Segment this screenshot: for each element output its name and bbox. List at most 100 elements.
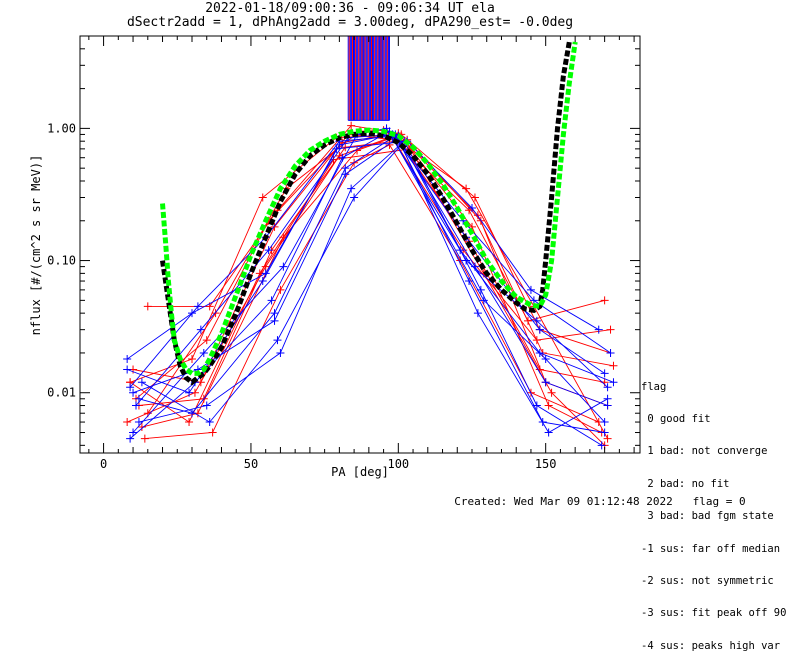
x-tick-label: 150 — [535, 457, 557, 471]
spectrum-point-13-7 — [606, 348, 615, 357]
spectrum-line-16 — [127, 140, 599, 394]
spectrum-point-12-2 — [276, 348, 285, 357]
spectrum-point-18-7 — [600, 418, 609, 427]
spectrum-point-5-2 — [270, 222, 279, 231]
spectrum-line-8 — [147, 129, 608, 439]
spectrum-point-18-3 — [341, 164, 350, 173]
spectrum-point-12-7 — [597, 441, 606, 450]
spectrum-point-16-1 — [185, 388, 194, 397]
spectrum-line-12 — [138, 140, 602, 446]
plot-frame — [79, 35, 641, 454]
spectrum-point-19-5 — [462, 256, 471, 265]
flag-legend-item: 1 bad: not converge — [641, 445, 768, 458]
spectrum-point-12-0 — [134, 418, 143, 427]
spectrum-point-14-5 — [465, 277, 474, 286]
x-tick-label: 100 — [387, 457, 409, 471]
spectrum-point-6-1 — [202, 336, 211, 345]
spectrum-point-0-0 — [143, 302, 152, 311]
fit-curve-1 — [160, 41, 578, 376]
spectrum-point-7-0 — [137, 423, 146, 432]
spectrum-point-1-1 — [188, 354, 196, 363]
spectrum-point-10-6 — [535, 325, 544, 334]
spectrum-point-17-1 — [199, 348, 208, 357]
spectrum-point-19-1 — [193, 302, 202, 311]
spectrum-point-9-1 — [185, 418, 194, 427]
spectrum-point-17-2 — [279, 262, 288, 271]
spectrum-point-1-2 — [258, 193, 267, 202]
spectrum-point-13-0 — [126, 434, 135, 443]
x-axis: 0 50 100 150 — [88, 36, 635, 471]
spectrum-point-14-2 — [264, 246, 273, 255]
x-axis-label: PA [deg] — [331, 465, 389, 479]
flag-legend-item: -2 sus: not symmetric — [641, 574, 774, 587]
spectrum-point-0-3 — [347, 121, 356, 130]
spectrum-line-0 — [147, 125, 605, 322]
footer: Created: Wed Mar 09 01:12:48 2022 flag =… — [441, 482, 746, 508]
spectrum-point-18-1 — [188, 409, 196, 418]
x-tick-label: 0 — [100, 457, 107, 471]
spectrum-point-3-0 — [123, 418, 132, 427]
spectrum-point-5-5 — [473, 211, 482, 220]
spectrum-point-6-6 — [544, 401, 553, 410]
flag-value: flag = 0 — [692, 495, 746, 508]
spectrum-point-11-6 — [541, 378, 550, 387]
created-timestamp: Created: Wed Mar 09 01:12:48 2022 — [454, 495, 673, 508]
y-axis-label: nflux [#/(cm^2 s sr MeV)] — [29, 155, 43, 336]
spectrum-point-16-2 — [258, 277, 267, 286]
spectrum-line-4 — [144, 144, 599, 440]
chart-title: 2022-01-18/09:00:36 - 09:06:34 UT ela — [205, 1, 495, 16]
spectrum-point-12-3 — [347, 184, 356, 193]
spectrum-point-16-5 — [468, 203, 476, 212]
flag-legend-item: -1 sus: far off median — [641, 542, 781, 555]
spectrum-point-8-7 — [603, 434, 612, 443]
spectrum-point-15-5 — [473, 309, 482, 318]
spectrum-point-15-0 — [137, 378, 146, 387]
flag-legend: flag 0 good fit 1 bad: not converge 2 ba… — [641, 360, 800, 662]
spectrum-line-5 — [133, 133, 614, 383]
spectrum-point-16-6 — [526, 285, 535, 294]
spectrum-line-13 — [129, 130, 611, 439]
spectrum-point-18-5 — [479, 296, 488, 305]
flag-legend-item: -4 sus: peaks high var — [641, 639, 781, 652]
spectrum-line-18 — [138, 137, 605, 423]
y-tick-label: 0.10 — [47, 254, 76, 268]
spectrum-line-3 — [127, 135, 605, 423]
spectrum-point-8-5 — [462, 184, 471, 193]
spectrum-point-4-1 — [208, 428, 217, 437]
spectrum-point-4-0 — [140, 434, 149, 443]
spectrum-point-5-7 — [609, 361, 618, 370]
flag-legend-title: flag — [641, 380, 667, 393]
spectrum-point-4-2 — [276, 285, 285, 294]
fit-layer — [160, 41, 578, 386]
flag-legend-item: 0 good fit — [641, 412, 711, 425]
spectrum-point-17-7 — [609, 378, 618, 387]
peak-bundle-layer — [347, 36, 390, 121]
spectrum-point-15-6 — [544, 428, 553, 437]
spectrum-point-16-7 — [594, 325, 603, 334]
spectrum-point-19-0 — [126, 383, 135, 392]
flag-legend-item: 2 bad: no fit — [641, 477, 730, 490]
spectrum-point-14-7 — [600, 428, 609, 437]
y-tick-label: 0.01 — [47, 386, 76, 400]
spectra-layer — [123, 121, 618, 450]
spectrum-point-11-0 — [129, 388, 138, 397]
spectrum-line-10 — [126, 133, 605, 374]
y-axis: 0.01 0.10 1.00 — [47, 35, 640, 446]
spectrum-point-15-7 — [603, 394, 612, 403]
spectrum-point-10-7 — [600, 369, 609, 378]
spectrum-point-19-7 — [603, 383, 612, 392]
spectrum-point-10-0 — [123, 354, 132, 363]
spectrum-point-11-7 — [603, 401, 612, 410]
spectrum-point-14-1 — [196, 325, 205, 334]
spectrum-point-15-2 — [273, 336, 282, 345]
spectrum-point-18-0 — [134, 394, 143, 403]
pitch-angle-plot: 0 50 100 150 0.01 0.10 1.00 PA [deg] nflux [#… — [29, 35, 641, 479]
spectrum-point-13-2 — [267, 296, 276, 305]
spectrum-point-17-0 — [129, 428, 138, 437]
spectrum-point-9-6 — [547, 388, 556, 397]
chart-subtitle: dSectr2add = 1, dPhAng2add = 3.00deg, dP… — [126, 15, 574, 30]
flag-legend-item: -3 sus: fit peak off 90 — [641, 607, 787, 620]
spectrum-line-7 — [141, 137, 611, 428]
spectrum-point-19-6 — [532, 316, 541, 325]
spectrum-point-7-7 — [606, 325, 615, 334]
